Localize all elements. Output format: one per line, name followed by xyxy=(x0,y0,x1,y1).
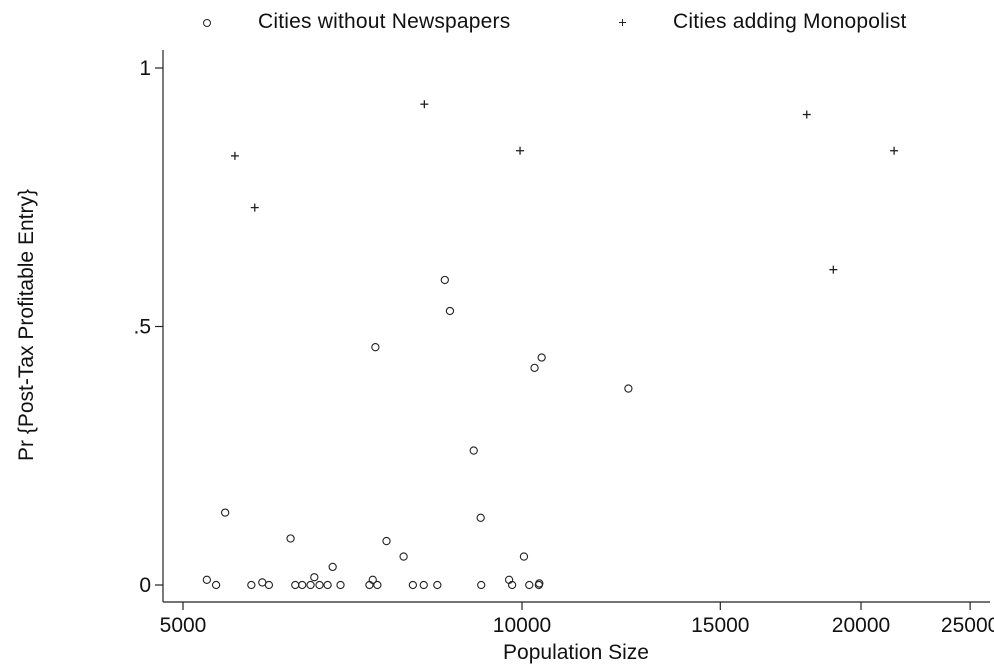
x-tick-label: 20000 xyxy=(832,614,890,637)
data-point-circle xyxy=(371,343,380,352)
axes xyxy=(162,50,990,603)
data-point-circle xyxy=(433,580,442,590)
data-point-circle xyxy=(440,275,449,285)
x-ticks: 5000 10000 15000 20000 25000 xyxy=(160,602,994,637)
data-point-plus xyxy=(890,146,899,155)
data-point-circle xyxy=(519,552,529,561)
data-point-circle xyxy=(291,580,300,590)
y-tick-label: 0 xyxy=(139,574,151,597)
data-point-circle xyxy=(264,580,274,590)
data-point-plus xyxy=(420,100,429,109)
x-tick-label: 15000 xyxy=(691,614,749,637)
data-points xyxy=(202,100,899,590)
data-point-circle xyxy=(525,580,534,590)
data-point-circle xyxy=(408,580,418,590)
data-point-circle xyxy=(336,580,345,590)
y-axis-title: Pr {Post-Tax Profitable Entry} xyxy=(15,189,38,461)
data-point-circle xyxy=(373,580,382,590)
data-point-circle xyxy=(365,580,374,590)
data-point-plus xyxy=(829,265,838,274)
data-point-circle xyxy=(368,575,377,584)
data-point-circle xyxy=(477,580,486,590)
data-point-circle xyxy=(624,384,633,393)
data-point-circle xyxy=(476,513,485,522)
data-point-plus xyxy=(230,151,239,160)
y-tick-label: 1 xyxy=(139,57,151,80)
data-point-circle xyxy=(298,580,307,590)
data-point-plus xyxy=(802,110,811,119)
data-point-circle xyxy=(315,580,324,590)
legend-label: Cities adding Monopolist xyxy=(673,10,907,33)
data-point-plus xyxy=(516,146,525,155)
data-point-plus xyxy=(250,203,259,212)
data-point-circle xyxy=(507,580,517,590)
data-point-circle xyxy=(530,363,539,373)
data-point-circle xyxy=(323,580,332,590)
data-point-circle xyxy=(399,552,408,561)
data-point-circle xyxy=(537,353,546,362)
data-point-circle xyxy=(328,562,337,572)
legend-item-adding-monopolist: Cities adding Monopolist xyxy=(615,8,907,36)
data-point-circle xyxy=(445,306,455,316)
data-point-circle xyxy=(382,536,391,546)
data-point-circle xyxy=(202,575,212,584)
data-point-circle xyxy=(306,580,315,590)
data-point-circle xyxy=(211,580,221,590)
x-axis-title: Population Size xyxy=(503,641,649,664)
y-ticks: 0.51 xyxy=(133,57,163,597)
legend-label: Cities without Newspapers xyxy=(258,10,511,33)
data-point-circle xyxy=(419,580,428,590)
x-tick-label: 25000 xyxy=(941,614,994,637)
circle-marker-icon xyxy=(200,15,214,29)
data-point-circle xyxy=(535,579,544,588)
legend-item-without-newspapers: Cities without Newspapers xyxy=(200,8,510,36)
data-point-circle xyxy=(247,580,256,590)
data-point-circle xyxy=(220,508,230,517)
y-tick-label: .5 xyxy=(133,316,151,339)
x-tick-label: 10000 xyxy=(493,614,551,637)
legend: Cities without Newspapers Cities adding … xyxy=(200,8,980,36)
x-tick-label: 5000 xyxy=(160,614,207,637)
data-point-circle xyxy=(286,534,295,543)
data-point-circle xyxy=(310,573,319,582)
data-point-circle xyxy=(469,446,478,455)
plus-marker-icon xyxy=(615,15,629,29)
